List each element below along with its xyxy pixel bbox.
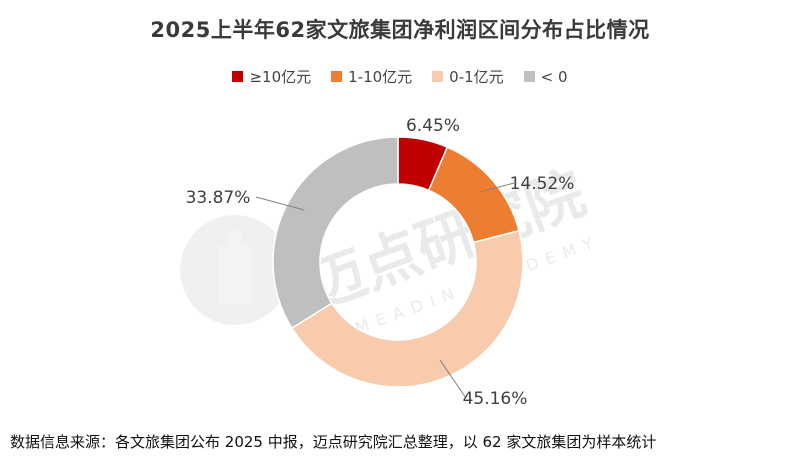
legend-label: < 0 xyxy=(540,67,568,86)
source-note: 数据信息来源：各文旅集团公布 2025 中报，迈点研究院汇总整理，以 62 家文… xyxy=(10,433,657,451)
legend-item: 0-1亿元 xyxy=(432,66,504,87)
pie-slice xyxy=(427,146,520,244)
legend-item: < 0 xyxy=(523,66,568,87)
leader-line xyxy=(255,196,305,211)
data-label: 33.87% xyxy=(186,188,251,208)
chart-legend: ≥10亿元 1-10亿元 0-1亿元 < 0 xyxy=(0,66,800,87)
data-label: 6.45% xyxy=(406,116,460,136)
data-label: 14.52% xyxy=(510,174,575,194)
legend-item: 1-10亿元 xyxy=(331,66,412,87)
legend-label: ≥10亿元 xyxy=(249,68,312,86)
pie-slice xyxy=(272,136,399,330)
leader-line xyxy=(479,182,515,193)
legend-swatch xyxy=(232,71,244,82)
leader-line xyxy=(439,360,467,399)
legend-swatch xyxy=(331,71,343,82)
chart-title: 2025上半年62家文旅集团净利润区间分布占比情况 xyxy=(150,18,650,42)
legend-swatch xyxy=(523,71,535,82)
legend-swatch xyxy=(432,71,444,82)
legend-label: 0-1亿元 xyxy=(449,68,504,86)
data-label: 45.16% xyxy=(463,389,528,409)
legend-item: ≥10亿元 xyxy=(232,66,311,87)
pie-slice xyxy=(290,229,524,388)
legend-label: 1-10亿元 xyxy=(348,68,413,86)
